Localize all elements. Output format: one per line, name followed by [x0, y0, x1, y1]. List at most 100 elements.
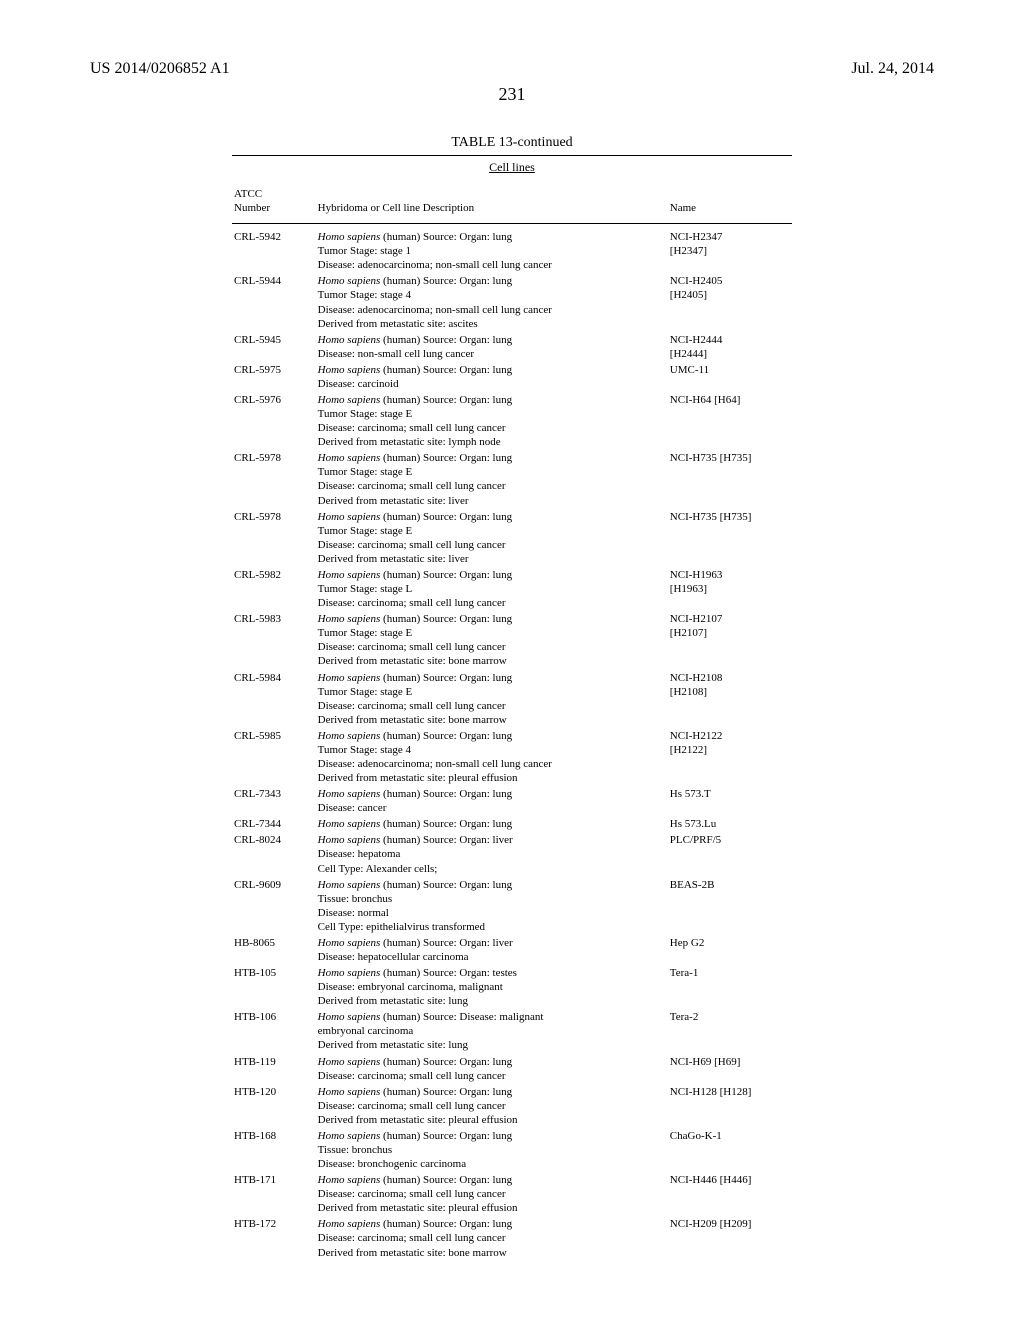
cell-atcc: HTB-171	[232, 1171, 316, 1187]
cell-atcc	[232, 906, 316, 920]
cell-desc: Tumor Stage: stage E	[316, 685, 668, 699]
cell-atcc	[232, 524, 316, 538]
cell-name	[668, 1187, 792, 1201]
table-row: Disease: non-small cell lung cancer[H244…	[232, 347, 792, 361]
cell-name	[668, 258, 792, 272]
table-row: Derived from metastatic site: pleural ef…	[232, 1201, 792, 1215]
cell-desc: Derived from metastatic site: lung	[316, 994, 668, 1008]
cell-atcc: CRL-5978	[232, 449, 316, 465]
cell-desc: Disease: normal	[316, 906, 668, 920]
cell-atcc: CRL-8024	[232, 831, 316, 847]
cell-name: PLC/PRF/5	[668, 831, 792, 847]
cell-atcc: HTB-168	[232, 1127, 316, 1143]
table-row: Disease: carcinoma; small cell lung canc…	[232, 640, 792, 654]
cell-desc: Disease: carcinoma; small cell lung canc…	[316, 640, 668, 654]
table-row: Disease: hepatoma	[232, 847, 792, 861]
cell-name	[668, 1024, 792, 1038]
cell-desc: Tissue: bronchus	[316, 1143, 668, 1157]
cell-name	[668, 303, 792, 317]
table-row: Derived from metastatic site: bone marro…	[232, 654, 792, 668]
table-row: Derived from metastatic site: pleural ef…	[232, 771, 792, 785]
table-row: CRL-5942Homo sapiens (human) Source: Org…	[232, 228, 792, 244]
cell-desc: Cell Type: epithelialvirus transformed	[316, 920, 668, 934]
table-row: Tumor Stage: stage E	[232, 524, 792, 538]
table-row: Disease: carcinoma; small cell lung canc…	[232, 699, 792, 713]
cell-desc: Homo sapiens (human) Source: Organ: lung	[316, 876, 668, 892]
table-header-row: ATCC Number Hybridoma or Cell line Descr…	[232, 183, 792, 223]
cell-name: [H2405]	[668, 288, 792, 302]
cell-name: NCI-H2444	[668, 331, 792, 347]
cell-name: [H2347]	[668, 244, 792, 258]
cell-name	[668, 465, 792, 479]
cell-desc: Homo sapiens (human) Source: Organ: lung	[316, 228, 668, 244]
table-row: Disease: carcinoma; small cell lung canc…	[232, 538, 792, 552]
cell-atcc: HTB-106	[232, 1008, 316, 1024]
table-row: Derived from metastatic site: liver	[232, 552, 792, 566]
table-row: Tumor Stage: stage 4[H2405]	[232, 288, 792, 302]
cell-desc: Disease: embryonal carcinoma, malignant	[316, 980, 668, 994]
table-row: Tissue: bronchus	[232, 1143, 792, 1157]
cell-desc: Homo sapiens (human) Source: Organ: lung	[316, 1053, 668, 1069]
cell-atcc: CRL-9609	[232, 876, 316, 892]
header-right: Jul. 24, 2014	[851, 60, 934, 78]
cell-desc: Derived from metastatic site: pleural ef…	[316, 1113, 668, 1127]
cell-name: BEAS-2B	[668, 876, 792, 892]
cell-atcc: CRL-7343	[232, 785, 316, 801]
cell-desc: Disease: carcinoma; small cell lung canc…	[316, 421, 668, 435]
table-row: CRL-5945Homo sapiens (human) Source: Org…	[232, 331, 792, 347]
cell-atcc	[232, 1143, 316, 1157]
table-row: HTB-105Homo sapiens (human) Source: Orga…	[232, 964, 792, 980]
cell-atcc	[232, 407, 316, 421]
cell-name	[668, 713, 792, 727]
cell-name	[668, 1143, 792, 1157]
cell-atcc	[232, 1157, 316, 1171]
cell-name: UMC-11	[668, 361, 792, 377]
table-row: Derived from metastatic site: ascites	[232, 317, 792, 331]
cell-name	[668, 1069, 792, 1083]
cell-name	[668, 494, 792, 508]
cell-atcc: HB-8065	[232, 934, 316, 950]
cell-name: NCI-H2122	[668, 727, 792, 743]
table-row: Disease: carcinoma; small cell lung canc…	[232, 1187, 792, 1201]
cell-atcc	[232, 1113, 316, 1127]
cell-desc: Derived from metastatic site: liver	[316, 494, 668, 508]
cell-atcc	[232, 303, 316, 317]
cell-desc: Disease: cancer	[316, 801, 668, 815]
cell-atcc: HTB-172	[232, 1215, 316, 1231]
cell-desc: Homo sapiens (human) Source: Organ: lung	[316, 1215, 668, 1231]
cell-desc: Homo sapiens (human) Source: Organ: lung	[316, 815, 668, 831]
cell-desc: Disease: adenocarcinoma; non-small cell …	[316, 303, 668, 317]
cell-desc: Disease: hepatoma	[316, 847, 668, 861]
table-row: HTB-119Homo sapiens (human) Source: Orga…	[232, 1053, 792, 1069]
cell-name: Hs 573.Lu	[668, 815, 792, 831]
table-row: Disease: bronchogenic carcinoma	[232, 1157, 792, 1171]
page-number: 231	[90, 84, 934, 105]
cell-name	[668, 862, 792, 876]
cell-atcc	[232, 465, 316, 479]
cell-atcc	[232, 950, 316, 964]
table-row: Tumor Stage: stage 1[H2347]	[232, 244, 792, 258]
cell-name	[668, 421, 792, 435]
cell-name	[668, 892, 792, 906]
cell-atcc	[232, 980, 316, 994]
cell-name: NCI-H1963	[668, 566, 792, 582]
table-row: Disease: cancer	[232, 801, 792, 815]
cell-atcc	[232, 1231, 316, 1245]
cell-name: NCI-H2108	[668, 669, 792, 685]
cell-name	[668, 1231, 792, 1245]
cell-desc: Cell Type: Alexander cells;	[316, 862, 668, 876]
table-row: HTB-106Homo sapiens (human) Source: Dise…	[232, 1008, 792, 1024]
page-header: US 2014/0206852 A1 Jul. 24, 2014	[90, 60, 934, 78]
cell-atcc	[232, 771, 316, 785]
cell-atcc: HTB-120	[232, 1083, 316, 1099]
cell-name	[668, 906, 792, 920]
cell-desc: Disease: hepatocellular carcinoma	[316, 950, 668, 964]
table-title: TABLE 13-continued	[232, 135, 792, 151]
table-row: HTB-120Homo sapiens (human) Source: Orga…	[232, 1083, 792, 1099]
cell-desc: Disease: carcinoma; small cell lung canc…	[316, 1231, 668, 1245]
table-row: Derived from metastatic site: lymph node	[232, 435, 792, 449]
table-row: CRL-9609Homo sapiens (human) Source: Org…	[232, 876, 792, 892]
table-row: CRL-7344Homo sapiens (human) Source: Org…	[232, 815, 792, 831]
cell-name: NCI-H69 [H69]	[668, 1053, 792, 1069]
cell-atcc: CRL-5976	[232, 391, 316, 407]
